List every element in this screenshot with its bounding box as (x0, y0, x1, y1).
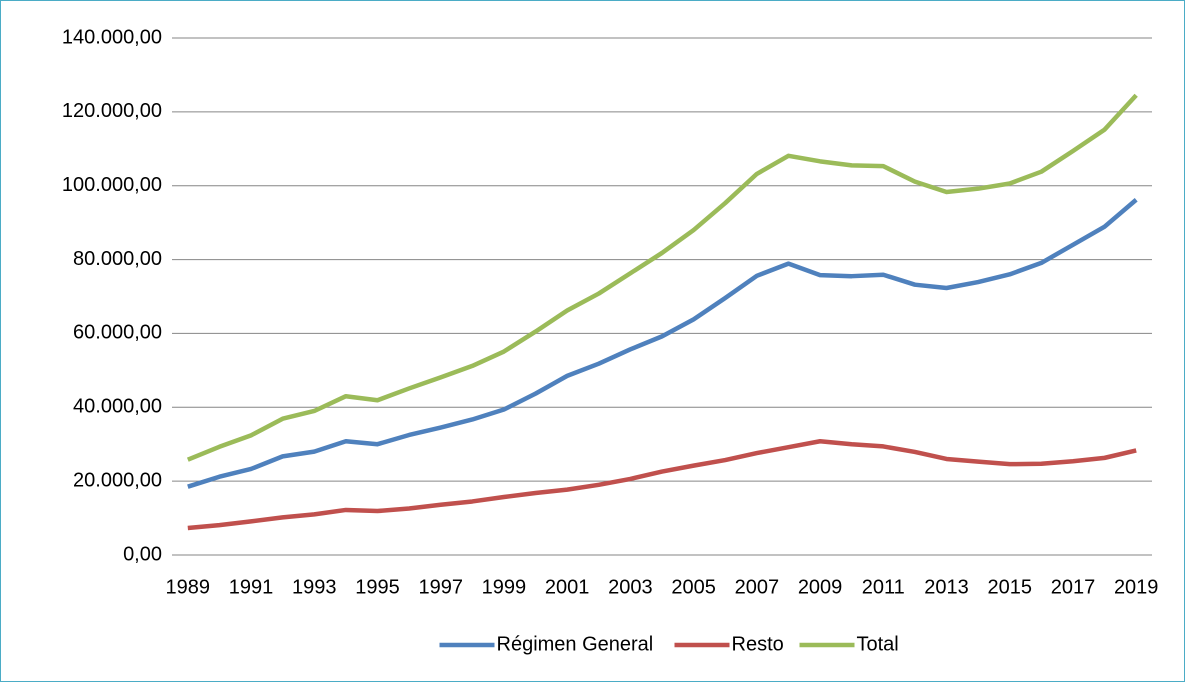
x-tick-label: 2019 (1114, 576, 1159, 598)
y-tick-label: 100.000,00 (62, 174, 162, 196)
x-tick-label: 1991 (229, 576, 274, 598)
x-tick-label: 1989 (166, 576, 211, 598)
x-tick-label: 1995 (355, 576, 400, 598)
series-line (187, 198, 1138, 489)
x-tick-label: 2015 (987, 576, 1032, 598)
x-tick-label: 2001 (545, 576, 590, 598)
x-tick-label: 2013 (924, 576, 969, 598)
x-tick-label: 1997 (418, 576, 463, 598)
x-tick-label: 1993 (292, 576, 337, 598)
x-tick-label: 2017 (1051, 576, 1096, 598)
legend-label: Total (857, 633, 899, 655)
x-tick-label: 2007 (735, 576, 780, 598)
y-tick-label: 40.000,00 (73, 396, 162, 418)
y-tick-label: 0,00 (123, 543, 162, 565)
legend-label: Régimen General (497, 633, 654, 655)
y-tick-label: 120.000,00 (62, 100, 162, 122)
x-tick-label: 2009 (798, 576, 843, 598)
x-tick-label: 1999 (482, 576, 527, 598)
x-tick-label: 2003 (608, 576, 653, 598)
x-tick-label: 2011 (862, 576, 905, 598)
series-line (187, 439, 1137, 531)
y-tick-label: 60.000,00 (73, 322, 162, 344)
legend-label: Resto (732, 633, 784, 655)
x-tick-label: 2005 (671, 576, 716, 598)
series-line (186, 93, 1138, 462)
y-tick-label: 20.000,00 (73, 469, 162, 491)
y-tick-label: 80.000,00 (73, 248, 162, 270)
y-tick-label: 140.000,00 (62, 26, 162, 48)
